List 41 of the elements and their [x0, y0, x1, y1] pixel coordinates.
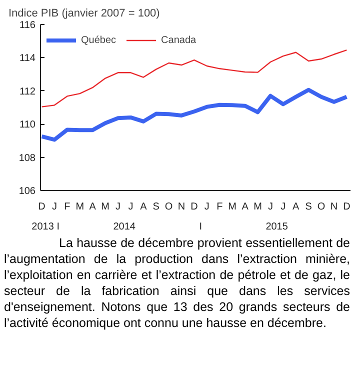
x-tick-label: J [280, 202, 286, 212]
x-tick-label: F [216, 202, 223, 212]
x-tick-label: O [317, 202, 326, 212]
y-tick-label: 106 [18, 186, 36, 197]
legend-label: Québec [81, 34, 116, 46]
x-tick-label: M [254, 202, 262, 212]
x-tick-label: S [152, 202, 160, 212]
x-tick-label: A [242, 202, 249, 212]
x-tick-label: J [268, 202, 273, 212]
x-tick-label: N [330, 202, 338, 212]
text: I [199, 222, 202, 232]
x-tick-label: A [89, 202, 96, 212]
x-tick-label: M [76, 202, 84, 212]
x-tick-label: A [292, 202, 300, 212]
chart-title: Indice PIB (janvier 2007 = 100) [8, 8, 160, 20]
x-tick-label: S [305, 202, 312, 212]
text: 2013 I [32, 222, 60, 232]
x-tick-label: J [116, 202, 120, 212]
text: 2014 [113, 222, 136, 232]
text: La hausse de décembre provient essentiellement de l’augmentation de la production dans l’extraction minière, l’exploitation en carrière et l’extraction de pétrole et de gaz, le secteur de la fabrication ainsi que dans les services d'enseignement. Notons que 13 des 20 grands secteurs de l’activité économique ont connu une hausse en décembre. [4, 235, 350, 331]
x-tick-label: D [38, 202, 46, 212]
y-tick-label: 112 [20, 86, 36, 98]
x-tick-label: J [204, 202, 210, 212]
x-tick-label: A [140, 202, 148, 212]
y-tick-label: 110 [20, 120, 36, 131]
text: 2015 [266, 222, 288, 232]
line-series [40, 88, 349, 142]
y-tick-label: 114 [20, 53, 36, 64]
x-tick-label: M [228, 202, 237, 212]
x-tick-label: F [64, 202, 70, 212]
x-tick-label: N [178, 202, 186, 212]
x-tick-label: D [343, 202, 350, 212]
x-tick-label: D [190, 202, 198, 212]
legend-label: Canada [161, 34, 196, 46]
line-series [41, 49, 348, 108]
x-tick-label: J [128, 202, 134, 212]
x-tick-label: M [101, 202, 110, 212]
y-tick-label: 108 [18, 152, 36, 164]
x-tick-label: J [52, 202, 57, 212]
x-tick-label: O [164, 202, 173, 212]
y-tick-label: 116 [20, 20, 36, 31]
